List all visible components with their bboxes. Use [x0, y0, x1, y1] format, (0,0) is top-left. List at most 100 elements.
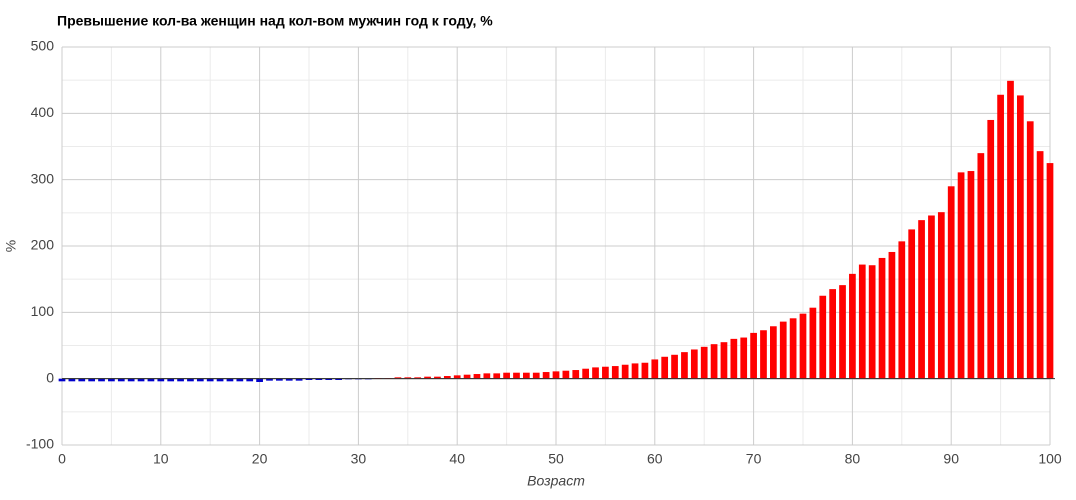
x-tick-label: 30 — [351, 451, 367, 467]
y-tick-label: -100 — [26, 436, 54, 452]
bar — [256, 378, 263, 382]
x-tick-label: 0 — [58, 451, 66, 467]
bar — [503, 372, 510, 379]
bar — [720, 342, 728, 379]
bar — [987, 119, 995, 379]
bar — [908, 229, 916, 379]
chart-title: Превышение кол-ва женщин над кол-вом муж… — [57, 13, 493, 29]
bar — [137, 378, 145, 382]
bar — [473, 374, 481, 379]
bar — [641, 362, 649, 379]
bar — [443, 376, 451, 379]
y-tick-label: 500 — [31, 38, 55, 54]
bar — [196, 378, 204, 382]
x-tick-label: 80 — [845, 451, 861, 467]
bar — [918, 220, 925, 379]
bar — [226, 378, 234, 382]
bar — [394, 377, 402, 379]
bar — [493, 373, 501, 379]
bar — [305, 378, 313, 380]
x-tick-label: 100 — [1038, 451, 1062, 467]
bar — [602, 366, 609, 379]
bar — [315, 378, 323, 380]
bar — [206, 378, 214, 382]
y-tick-label: 200 — [31, 237, 55, 253]
bar — [1026, 121, 1034, 379]
bar — [88, 378, 95, 382]
y-axis-label: % — [3, 240, 19, 252]
bar — [117, 378, 125, 382]
bar — [414, 377, 422, 379]
bar — [928, 215, 935, 379]
bar — [621, 364, 629, 379]
bar — [868, 265, 876, 379]
bar — [246, 378, 254, 382]
y-tick-label: 100 — [31, 303, 55, 319]
y-tick-label: 0 — [46, 369, 54, 385]
bar — [611, 366, 619, 379]
bar — [295, 378, 303, 381]
y-tick-label: 300 — [31, 170, 55, 186]
bar — [967, 171, 975, 379]
bar — [276, 378, 283, 381]
bar — [108, 378, 115, 382]
bar — [236, 378, 244, 382]
bar — [582, 368, 589, 379]
bar — [977, 153, 985, 379]
bar — [888, 251, 896, 379]
bar — [552, 371, 560, 379]
bar — [750, 332, 757, 379]
bar — [463, 374, 471, 379]
bar — [453, 375, 461, 379]
x-tick-label: 20 — [252, 451, 268, 467]
bar — [957, 172, 965, 379]
bar — [819, 295, 827, 379]
x-tick-label: 40 — [449, 451, 465, 467]
bar — [1046, 163, 1054, 379]
bar — [770, 326, 777, 379]
bar — [760, 330, 767, 379]
bar — [335, 378, 342, 380]
bar — [572, 370, 580, 379]
bar — [681, 352, 688, 379]
bar — [799, 313, 807, 379]
bar — [898, 241, 906, 379]
bar — [700, 346, 708, 379]
bar — [532, 372, 540, 379]
bar — [523, 372, 530, 379]
bar — [849, 273, 856, 379]
bar — [730, 338, 738, 379]
bar — [661, 356, 669, 379]
bar — [542, 372, 550, 379]
bar — [671, 354, 678, 379]
bar — [187, 378, 194, 382]
bar — [592, 367, 599, 379]
bar — [157, 378, 165, 382]
bar — [78, 378, 86, 382]
bar — [1007, 80, 1014, 379]
x-tick-label: 10 — [153, 451, 169, 467]
bar — [513, 372, 520, 379]
bar — [266, 378, 273, 381]
bar — [878, 257, 886, 379]
bar — [631, 363, 639, 379]
bar — [710, 344, 718, 379]
bar — [829, 289, 836, 379]
bar — [809, 307, 817, 379]
bar — [325, 378, 333, 380]
x-tick-label: 70 — [746, 451, 762, 467]
bar — [147, 378, 155, 382]
bar — [947, 186, 955, 379]
bar — [937, 212, 945, 379]
x-tick-label: 50 — [548, 451, 564, 467]
bar — [483, 373, 491, 379]
x-tick-label: 90 — [943, 451, 959, 467]
bar — [789, 318, 797, 379]
bar — [127, 378, 135, 382]
bar — [167, 378, 175, 382]
bar — [98, 378, 105, 382]
bar — [58, 378, 66, 382]
y-tick-label: 400 — [31, 104, 55, 120]
x-axis-label: Возраст — [527, 473, 585, 489]
